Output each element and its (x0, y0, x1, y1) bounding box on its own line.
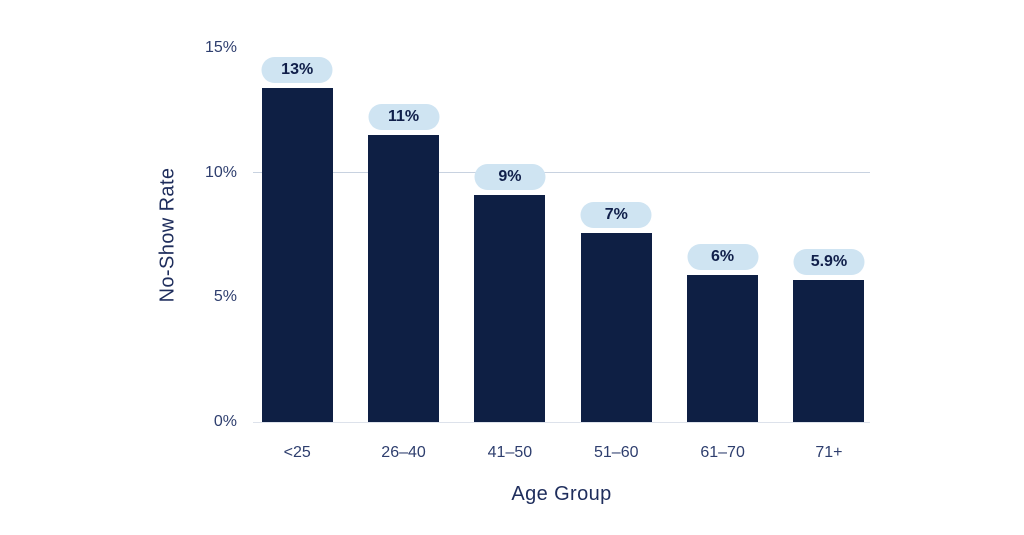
bar (261, 87, 333, 422)
x-axis-title: Age Group (511, 483, 612, 505)
bar-column: 6% 61–70 (687, 48, 759, 461)
bar (368, 135, 440, 422)
x-tick-label: 61–70 (700, 444, 745, 461)
value-label-pill: 11% (368, 104, 440, 131)
y-tick-label: 10% (204, 163, 237, 181)
bar-column: 5.9% 71+ (793, 48, 865, 461)
y-tick-label: 15% (204, 39, 237, 56)
plot-area: 13% <25 11% 26–40 9% 41–50 7% 51–60 6% 61–70 5.9% 7… (253, 48, 870, 461)
bar (580, 232, 652, 422)
x-tick-label: 51–60 (594, 444, 639, 461)
x-tick-label: 71+ (815, 444, 843, 461)
bar-column: 7% 51–60 (580, 48, 652, 461)
bar-column: 9% 41–50 (474, 48, 546, 461)
value-label-pill: 13% (261, 56, 333, 83)
gridline (253, 171, 870, 173)
bar (687, 274, 759, 422)
value-label-pill: 7% (580, 201, 652, 228)
value-label-pill: 5.9% (793, 248, 865, 275)
bar (793, 279, 865, 422)
y-axis-ticks: 0% 5% 10% 15% (0, 39, 237, 430)
x-tick-label: 41–50 (487, 444, 533, 461)
value-label-pill: 6% (687, 243, 759, 270)
bar-column: 13% <25 (261, 48, 333, 461)
x-tick-label: 26–40 (381, 444, 426, 461)
bar-column: 11% 26–40 (368, 48, 440, 461)
y-tick-label: 0% (213, 413, 237, 430)
x-tick-label: <25 (283, 444, 311, 461)
value-label-pill: 9% (474, 164, 546, 191)
y-tick-label: 5% (213, 288, 237, 306)
bar (474, 195, 546, 422)
